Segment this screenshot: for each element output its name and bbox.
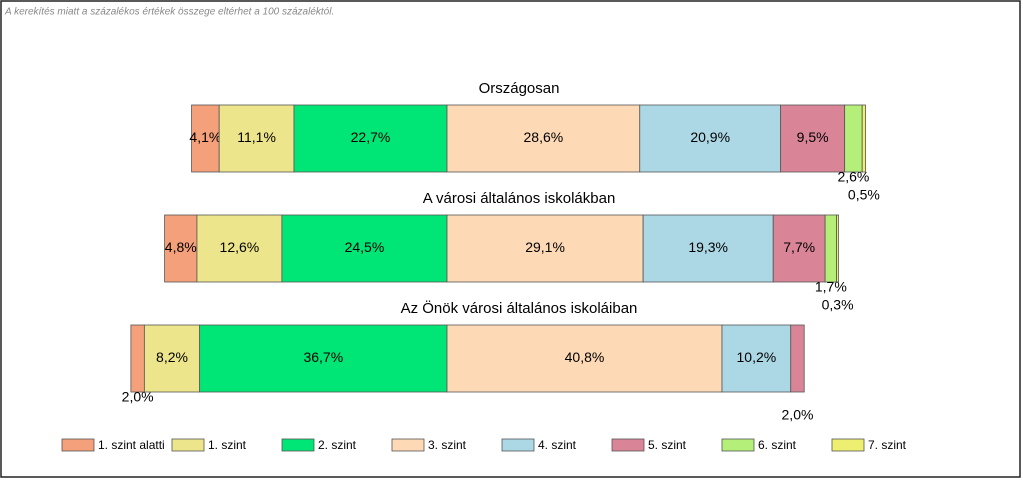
bar-segment — [836, 214, 839, 283]
bar-segment — [790, 324, 805, 393]
bar-segment — [281, 214, 448, 283]
bar-segment — [639, 104, 782, 173]
bar-segment — [446, 324, 723, 393]
bar-segment — [772, 214, 826, 283]
legend-swatch — [61, 438, 95, 452]
value-label: 1,7% — [815, 279, 847, 295]
bar-segment — [191, 104, 220, 173]
value-label: 0,3% — [822, 297, 854, 313]
bar-segment — [824, 214, 837, 283]
legend-swatch — [281, 438, 315, 452]
bar-segment — [844, 104, 863, 173]
legend-swatch — [831, 438, 865, 452]
value-label: 10,2% — [737, 349, 777, 365]
value-label: 2,0% — [122, 389, 154, 405]
value-label: 24,5% — [345, 239, 385, 255]
bar-segment — [164, 214, 198, 283]
value-label: 29,1% — [525, 239, 565, 255]
value-label: 7,7% — [783, 239, 815, 255]
value-label: 22,7% — [351, 129, 391, 145]
bar-segment — [293, 104, 448, 173]
legend-label: 3. szint — [428, 438, 467, 452]
bar-title: A városi általános iskolákban — [423, 190, 616, 207]
legend-label: 6. szint — [758, 438, 797, 452]
legend-swatch — [501, 438, 535, 452]
value-label: 4,1% — [189, 129, 221, 145]
value-label: 28,6% — [524, 129, 564, 145]
value-label: 20,9% — [690, 129, 730, 145]
bar-title: Az Önök városi általános iskoláiban — [401, 299, 638, 317]
legend-label: 2. szint — [318, 438, 357, 452]
value-label: 11,1% — [237, 129, 276, 145]
value-label: 36,7% — [303, 349, 343, 365]
legend-label: 5. szint — [648, 438, 687, 452]
bar-segment — [446, 104, 641, 173]
legend-swatch — [171, 438, 205, 452]
value-label: 9,5% — [797, 129, 829, 145]
legend-swatch — [611, 438, 645, 452]
legend-swatch — [721, 438, 755, 452]
bar-segment — [721, 324, 792, 393]
bar-segment — [143, 324, 201, 393]
bar-segment — [446, 214, 644, 283]
bar-segment — [130, 324, 145, 393]
legend-label: 1. szint — [208, 438, 247, 452]
legend-label: 4. szint — [538, 438, 577, 452]
legend-label: 1. szint alatti — [98, 438, 165, 452]
value-label: 2,6% — [837, 169, 869, 185]
value-label: 4,8% — [165, 239, 197, 255]
bar-segment — [199, 324, 448, 393]
note: A kerekítés miatt a százalékos értékek ö… — [4, 7, 334, 18]
legend-swatch — [391, 438, 425, 452]
value-label: 12,6% — [220, 239, 260, 255]
bar-segment — [861, 104, 866, 173]
bar-segment — [642, 214, 774, 283]
value-label: 40,8% — [565, 349, 605, 365]
bar-title: Országosan — [479, 80, 560, 97]
value-label: 2,0% — [782, 407, 814, 423]
bar-segment — [196, 214, 283, 283]
value-label: 8,2% — [156, 349, 188, 365]
legend-label: 7. szint — [868, 438, 907, 452]
bar-segment — [780, 104, 846, 173]
value-label: 0,5% — [848, 187, 880, 203]
bar-segment — [218, 104, 295, 173]
value-label: 19,3% — [688, 239, 728, 255]
